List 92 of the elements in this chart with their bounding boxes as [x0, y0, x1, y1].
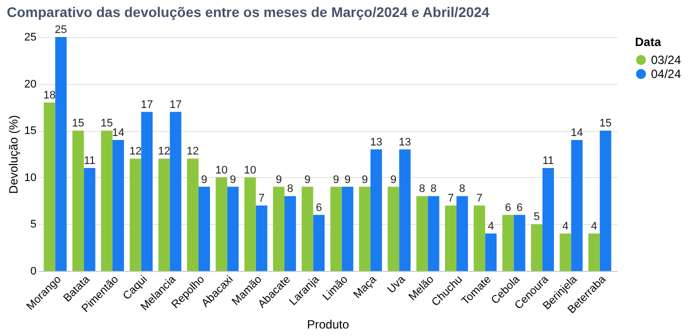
data-label: 13 — [398, 136, 412, 148]
bar — [502, 214, 514, 271]
bar — [342, 186, 354, 271]
bar — [141, 112, 153, 271]
bar — [216, 177, 228, 271]
data-label: 12 — [129, 146, 142, 158]
data-label: 10 — [215, 164, 228, 176]
data-label: 9 — [362, 174, 368, 186]
data-label: 9 — [230, 174, 236, 186]
bar — [531, 224, 542, 271]
data-label: 8 — [430, 183, 437, 196]
y-tick-label: 20 — [24, 78, 36, 90]
data-label: 17 — [169, 98, 182, 111]
bar — [416, 196, 428, 271]
data-label: 12 — [158, 146, 170, 158]
legend-title: Data — [635, 35, 662, 49]
y-tick-label: 10 — [24, 172, 36, 184]
data-label: 13 — [370, 136, 382, 148]
data-label: 8 — [419, 183, 426, 196]
data-label: 9 — [276, 174, 282, 186]
data-label: 6 — [316, 202, 322, 214]
bar — [273, 186, 285, 271]
y-axis-title: Devolução (%) — [6, 115, 20, 194]
bar — [330, 186, 342, 271]
bar — [571, 140, 583, 271]
bar — [388, 186, 400, 271]
chart-title: Comparativo das devoluções entre os meses de Março/2024 e Abril/2024 — [6, 4, 490, 20]
data-label: 4 — [591, 220, 598, 233]
data-label: 11 — [542, 155, 554, 168]
data-label: 17 — [140, 98, 154, 111]
bar — [456, 196, 468, 271]
y-tick-label: 25 — [24, 32, 36, 44]
data-label: 7 — [448, 192, 454, 204]
data-label: 6 — [516, 202, 523, 214]
data-label: 8 — [459, 183, 466, 196]
bar — [313, 214, 325, 271]
bar — [101, 130, 113, 271]
bar — [399, 149, 411, 271]
bar — [84, 168, 96, 271]
bar — [370, 149, 382, 271]
bar — [560, 234, 572, 271]
legend-label: 04/24 — [651, 67, 682, 81]
data-label: 6 — [505, 202, 512, 214]
data-label: 4 — [488, 220, 494, 233]
bar — [514, 214, 526, 271]
data-label: 25 — [54, 24, 68, 36]
data-label: 9 — [201, 174, 208, 186]
data-label: 11 — [84, 155, 96, 168]
bar — [130, 158, 142, 271]
bar — [112, 140, 124, 271]
data-label: 5 — [534, 211, 540, 224]
data-label: 15 — [599, 118, 612, 130]
data-label: 9 — [333, 174, 340, 186]
bar — [170, 112, 182, 271]
bar — [187, 158, 199, 271]
bar — [72, 130, 84, 271]
bar — [359, 186, 370, 271]
data-label: 9 — [390, 174, 396, 186]
bar — [542, 168, 554, 271]
bar — [600, 130, 612, 271]
bar — [158, 158, 170, 271]
data-label: 9 — [304, 174, 310, 186]
bar — [256, 205, 268, 271]
bar — [244, 177, 256, 271]
data-label: 7 — [476, 192, 482, 204]
x-tick-label: Uva — [385, 272, 408, 296]
y-tick-label: 5 — [30, 218, 36, 231]
data-label: 15 — [100, 118, 113, 130]
y-tick-label: 0 — [30, 266, 36, 278]
bar — [445, 205, 456, 271]
data-label: 4 — [562, 220, 568, 233]
y-tick-label: 15 — [24, 125, 36, 138]
bar — [198, 186, 210, 271]
bar — [588, 234, 600, 271]
data-label: 7 — [258, 192, 265, 204]
bar — [44, 102, 56, 271]
bar — [302, 186, 314, 271]
data-label: 9 — [344, 174, 351, 186]
bar — [485, 234, 497, 271]
data-label: 12 — [186, 146, 199, 158]
bar — [284, 196, 296, 271]
bar — [428, 196, 440, 271]
x-axis-title: Produto — [306, 317, 350, 332]
legend-label: 03/24 — [651, 53, 682, 67]
bar — [227, 186, 239, 271]
data-label: 15 — [72, 118, 84, 130]
data-label: 14 — [112, 126, 124, 139]
bar — [474, 205, 486, 271]
data-label: 10 — [244, 164, 256, 176]
bar — [55, 37, 67, 271]
data-label: 14 — [570, 126, 583, 139]
data-label: 8 — [287, 183, 294, 196]
